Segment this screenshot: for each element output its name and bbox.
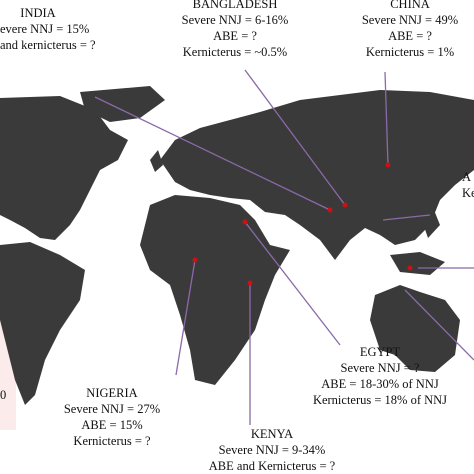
connectors (94, 69, 474, 425)
stat-line: Kernicterus = ~0.5% (183, 45, 287, 59)
stat-line: Severe NNJ = 6-16% (182, 13, 289, 27)
country-name: CHINA (390, 0, 430, 11)
egypt-line (244, 221, 341, 346)
kenya-dot (247, 280, 253, 286)
china-dot (385, 162, 391, 168)
china-line (384, 71, 389, 166)
stat-line: ABE = 18-30% of NNJ (321, 377, 439, 391)
stat-line: Kernicterus = ? (73, 434, 151, 448)
landmass (0, 86, 474, 405)
bangladesh-line (244, 69, 346, 206)
dot (407, 265, 413, 271)
egypt-dot (242, 219, 248, 225)
stat-line: ABE = ? (213, 29, 257, 43)
markers (192, 162, 413, 286)
india-dot (327, 207, 333, 213)
stat-line: Severe NNJ = 49% (362, 13, 458, 27)
nigeria-line (175, 259, 196, 376)
stat-line: 0 (0, 388, 6, 402)
stat-line: ABE = ? (388, 29, 432, 43)
bangladesh-dot (342, 202, 348, 208)
stat-line: ABE and Kernicterus = ? (209, 459, 336, 473)
stat-line: Kernicterus = 18% of NNJ (313, 393, 447, 407)
stat-line: Severe NNJ = ? (341, 361, 420, 375)
stat-line: Kernicterus = 1% (366, 45, 454, 59)
country-name: EGYPT (360, 345, 401, 359)
stat-line: Ke (462, 186, 474, 200)
country-name: BANGLADESH (193, 0, 278, 11)
stat-line: Severe NNJ = 27% (64, 402, 160, 416)
country-name: KENYA (251, 427, 293, 441)
connector (382, 214, 431, 221)
stat-line: Severe NNJ = 9-34% (219, 443, 326, 457)
stat-line: A (462, 170, 471, 184)
stat-line: and kernicterus = ? (0, 38, 96, 52)
stat-line: evere NNJ = 15% (0, 22, 89, 36)
nigeria-dot (192, 257, 198, 263)
stat-line: ABE = 15% (81, 418, 142, 432)
country-name: NIGERIA (86, 386, 137, 400)
india-line (94, 96, 331, 211)
connector (404, 289, 474, 361)
country-name: INDIA (20, 6, 55, 20)
